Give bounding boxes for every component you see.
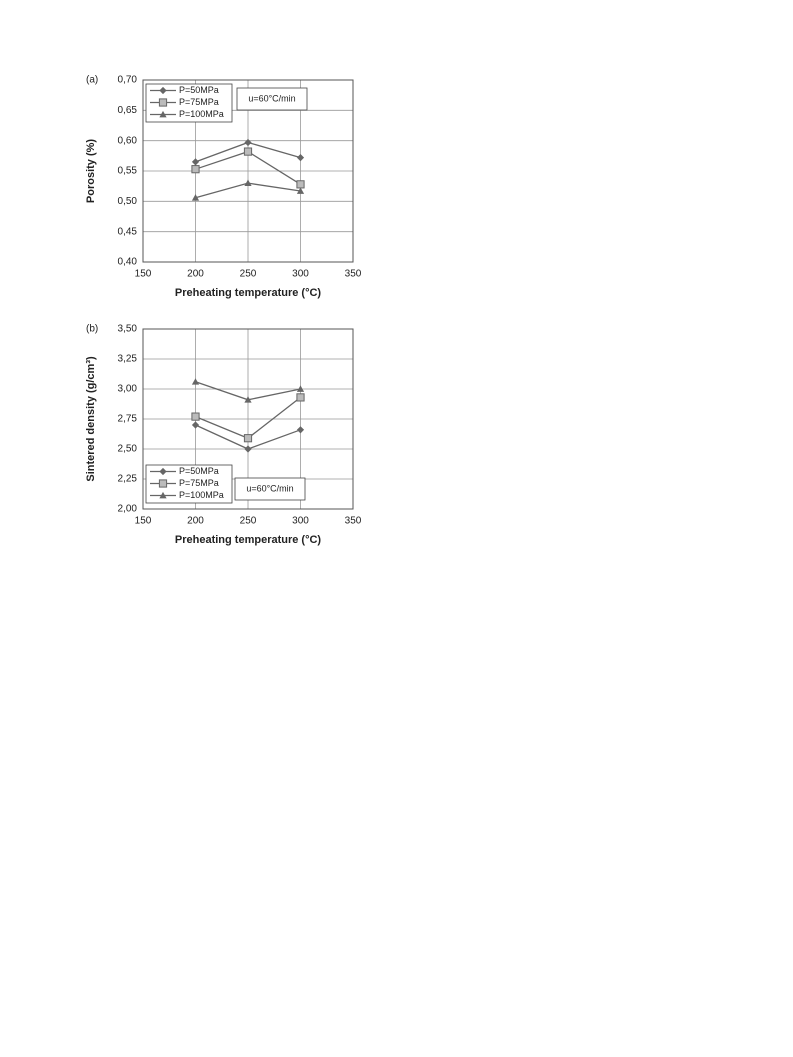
y-axis-label: Porosity (%) <box>85 139 97 204</box>
legend-label: P=100MPa <box>179 490 224 500</box>
x-tick-label: 250 <box>240 516 257 527</box>
data-point <box>296 187 305 194</box>
legend-label: P=75MPa <box>179 97 219 107</box>
data-point <box>191 158 200 166</box>
data-point <box>244 179 252 187</box>
x-tick-label: 200 <box>187 269 204 280</box>
x-tick-label: 300 <box>292 269 309 280</box>
data-point <box>244 138 252 147</box>
data-point <box>191 165 200 174</box>
y-tick-label: 3,00 <box>118 384 138 395</box>
data-point <box>296 426 305 434</box>
x-tick-label: 150 <box>135 516 152 527</box>
data-point <box>296 385 305 392</box>
plot-frame <box>142 328 354 510</box>
y-tick-label: 0,70 <box>118 75 138 86</box>
legend-marker <box>158 98 168 107</box>
data-point <box>296 393 305 402</box>
y-tick-label: 0,65 <box>118 105 138 116</box>
annotation: u=60°C/min <box>248 93 295 103</box>
x-axis-label: Preheating temperature (°C) <box>175 534 322 546</box>
legend-label: P=100MPa <box>179 109 224 119</box>
y-tick-label: 0,40 <box>118 257 138 268</box>
y-tick-label: 0,45 <box>118 226 138 237</box>
data-point <box>191 378 200 385</box>
legend-label: P=50MPa <box>179 85 219 95</box>
data-point <box>296 154 305 162</box>
x-axis-label: Preheating temperature (°C) <box>175 287 322 299</box>
legend-label: P=75MPa <box>179 478 219 488</box>
x-tick-label: 250 <box>240 269 257 280</box>
data-point <box>243 434 253 443</box>
y-axis-label: Sintered density (g/cm³) <box>85 356 97 482</box>
y-tick-label: 2,00 <box>118 504 138 515</box>
panel-label: (a) <box>86 75 98 86</box>
x-tick-label: 300 <box>292 516 309 527</box>
y-tick-label: 2,50 <box>118 444 138 455</box>
data-point <box>191 194 200 201</box>
legend-marker <box>158 479 168 488</box>
y-tick-label: 3,25 <box>118 354 138 365</box>
y-tick-label: 0,55 <box>118 166 138 177</box>
y-tick-label: 0,50 <box>118 196 138 207</box>
data-point <box>244 445 252 453</box>
data-point <box>191 412 200 421</box>
y-tick-label: 3,50 <box>118 324 138 335</box>
legend-marker <box>159 491 167 499</box>
data-point <box>244 396 252 403</box>
data-point <box>243 147 253 156</box>
legend-marker <box>159 467 167 476</box>
annotation-box <box>234 477 306 501</box>
annotation-box <box>236 87 308 111</box>
data-point <box>191 421 200 429</box>
x-tick-label: 200 <box>187 516 204 527</box>
data-point <box>296 180 305 189</box>
legend-marker <box>159 110 167 118</box>
x-tick-label: 150 <box>135 269 152 280</box>
legend-marker <box>159 86 167 95</box>
annotation: u=60°C/min <box>246 483 293 493</box>
legend-label: P=50MPa <box>179 466 219 476</box>
y-tick-label: 0,60 <box>118 135 138 146</box>
plot-frame <box>142 79 354 263</box>
y-tick-label: 2,75 <box>118 414 138 425</box>
panel-label: (b) <box>86 324 98 335</box>
x-tick-label: 350 <box>345 516 362 527</box>
y-tick-label: 2,25 <box>118 474 138 485</box>
x-tick-label: 350 <box>345 269 362 280</box>
